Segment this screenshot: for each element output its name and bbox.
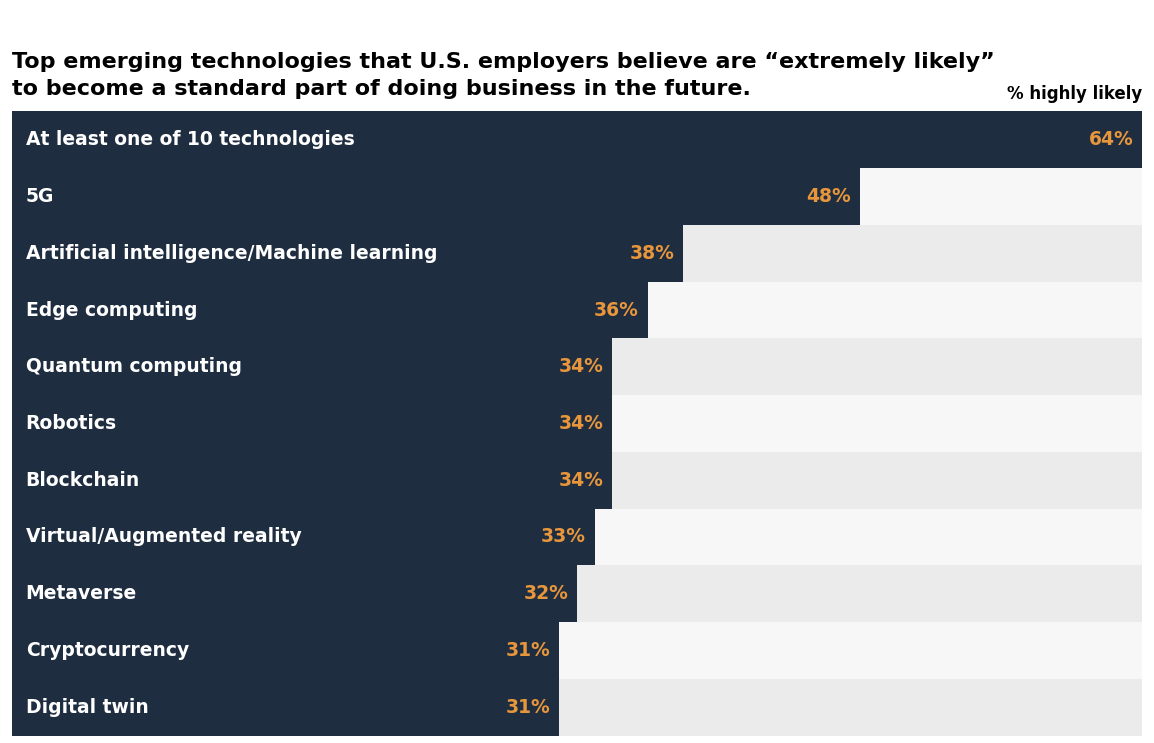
- Text: Top emerging technologies that U.S. employers believe are “extremely likely”
to : Top emerging technologies that U.S. empl…: [12, 53, 995, 99]
- Bar: [12, 225, 683, 282]
- Bar: [12, 168, 1142, 225]
- Bar: [12, 282, 1142, 338]
- Text: 64%: 64%: [1089, 130, 1133, 149]
- Bar: [12, 111, 1142, 168]
- Text: % highly likely: % highly likely: [1007, 85, 1142, 103]
- Bar: [12, 395, 613, 452]
- Bar: [12, 111, 1142, 168]
- Bar: [12, 168, 860, 225]
- Bar: [12, 679, 1142, 736]
- Bar: [12, 509, 594, 565]
- Bar: [12, 225, 1142, 282]
- Bar: [12, 622, 1142, 679]
- Bar: [12, 509, 1142, 565]
- Text: Artificial intelligence/Machine learning: Artificial intelligence/Machine learning: [25, 244, 437, 263]
- Text: Robotics: Robotics: [25, 414, 117, 433]
- Text: 48%: 48%: [807, 187, 850, 206]
- Text: 34%: 34%: [559, 471, 604, 490]
- Text: 36%: 36%: [594, 300, 639, 319]
- Bar: [12, 452, 613, 509]
- Text: At least one of 10 technologies: At least one of 10 technologies: [25, 130, 354, 149]
- Text: Digital twin: Digital twin: [25, 698, 149, 717]
- Text: 34%: 34%: [559, 414, 604, 433]
- Bar: [12, 452, 1142, 509]
- Text: 33%: 33%: [541, 528, 586, 547]
- Text: 34%: 34%: [559, 357, 604, 376]
- Bar: [12, 395, 1142, 452]
- Text: 38%: 38%: [629, 244, 674, 263]
- Text: Metaverse: Metaverse: [25, 584, 137, 603]
- Bar: [12, 282, 647, 338]
- Text: Quantum computing: Quantum computing: [25, 357, 241, 376]
- Text: Blockchain: Blockchain: [25, 471, 140, 490]
- Bar: [12, 622, 560, 679]
- Bar: [12, 338, 613, 395]
- Bar: [12, 679, 560, 736]
- Text: 31%: 31%: [505, 641, 550, 660]
- Text: 32%: 32%: [523, 584, 568, 603]
- Bar: [12, 565, 577, 622]
- Text: Cryptocurrency: Cryptocurrency: [25, 641, 189, 660]
- Text: Edge computing: Edge computing: [25, 300, 197, 319]
- Text: 5G: 5G: [25, 187, 54, 206]
- Bar: [12, 338, 1142, 395]
- Text: Virtual/Augmented reality: Virtual/Augmented reality: [25, 528, 301, 547]
- Text: 31%: 31%: [505, 698, 550, 717]
- Bar: [12, 565, 1142, 622]
